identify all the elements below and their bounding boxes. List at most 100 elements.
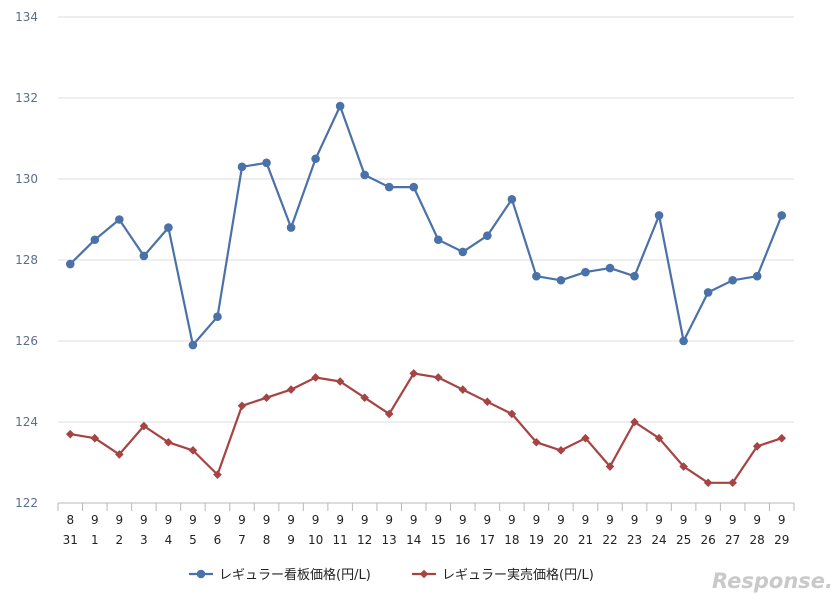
data-point — [65, 259, 75, 269]
data-point — [409, 182, 419, 192]
x-tick-day: 21 — [578, 533, 593, 547]
data-point — [777, 211, 787, 220]
x-tick-day: 2 — [116, 533, 124, 547]
y-tick-label: 126 — [15, 334, 38, 348]
data-point — [605, 462, 615, 471]
data-point — [556, 275, 566, 285]
data-point — [752, 442, 762, 451]
watermark-text: Response. — [712, 569, 833, 593]
series-1 — [65, 101, 787, 350]
data-point — [213, 312, 222, 322]
x-axis: 8319192939495969798999109119129139149159… — [57, 503, 795, 547]
data-point — [433, 235, 443, 245]
x-tick-day: 10 — [308, 533, 323, 547]
data-point — [360, 393, 369, 402]
data-point — [360, 170, 369, 180]
x-tick-day: 14 — [406, 533, 421, 547]
x-tick-month: 9 — [263, 513, 271, 527]
x-tick-day: 7 — [238, 533, 246, 547]
x-tick-day: 27 — [725, 533, 740, 547]
x-tick-month: 9 — [778, 513, 786, 527]
x-tick-day: 19 — [529, 533, 544, 547]
data-point — [90, 235, 100, 245]
y-tick-label: 128 — [15, 253, 38, 267]
x-tick-day: 17 — [480, 533, 495, 547]
data-point — [507, 409, 517, 419]
x-tick-month: 9 — [508, 513, 516, 527]
x-tick-day: 18 — [504, 533, 519, 547]
series-line — [70, 372, 783, 484]
data-point — [728, 478, 737, 488]
x-tick-day: 3 — [140, 533, 148, 547]
data-point — [483, 231, 492, 240]
x-tick-day: 24 — [651, 533, 666, 547]
x-tick-month: 9 — [729, 513, 737, 527]
data-point — [679, 336, 688, 346]
y-tick-label: 132 — [15, 91, 38, 105]
legend: レギュラー看板価格(円/L) レギュラー実売価格(円/L) — [189, 567, 594, 583]
data-point — [262, 158, 271, 168]
x-tick-day: 1 — [91, 533, 99, 547]
series-2 — [65, 369, 787, 488]
x-tick-day: 9 — [287, 533, 295, 547]
data-point — [630, 417, 639, 427]
x-tick-month: 9 — [680, 513, 688, 527]
x-tick-day: 25 — [676, 533, 691, 547]
x-tick-month: 9 — [631, 513, 639, 527]
x-tick-month: 9 — [385, 513, 393, 527]
x-tick-month: 9 — [287, 513, 295, 527]
data-point — [115, 450, 124, 459]
x-tick-month: 9 — [606, 513, 614, 527]
data-point — [458, 247, 468, 257]
x-tick-day: 6 — [214, 533, 222, 547]
legend-item-2: レギュラー実売価格(円/L) — [412, 567, 594, 583]
data-point — [335, 101, 345, 111]
x-tick-month: 9 — [704, 513, 712, 527]
data-point — [433, 373, 443, 382]
x-tick-day: 29 — [774, 533, 789, 547]
x-tick-month: 9 — [533, 513, 541, 527]
x-tick-month: 9 — [214, 513, 222, 527]
data-point — [703, 478, 713, 488]
y-tick-label: 122 — [15, 496, 38, 510]
x-tick-day: 8 — [263, 533, 271, 547]
x-tick-month: 9 — [312, 513, 320, 527]
data-point — [532, 271, 541, 281]
data-point — [384, 409, 394, 419]
data-point — [286, 223, 296, 232]
x-tick-day: 16 — [455, 533, 470, 547]
x-tick-day: 15 — [431, 533, 446, 547]
data-point — [335, 377, 345, 386]
legend-item-1: レギュラー看板価格(円/L) — [189, 567, 371, 583]
x-tick-month: 9 — [336, 513, 344, 527]
x-tick-month: 9 — [655, 513, 663, 527]
data-point — [532, 437, 541, 447]
legend-marker — [419, 569, 429, 579]
data-point — [605, 263, 615, 273]
y-tick-label: 130 — [15, 172, 38, 186]
x-tick-month: 9 — [165, 513, 173, 527]
data-point — [237, 401, 247, 411]
legend-marker — [196, 569, 206, 579]
series-layer — [65, 101, 787, 488]
data-point — [213, 470, 222, 479]
data-point — [139, 251, 149, 261]
y-tick-label: 124 — [15, 415, 38, 429]
x-tick-month: 9 — [484, 513, 492, 527]
data-point — [654, 433, 664, 443]
x-tick-day: 4 — [165, 533, 173, 547]
x-tick-month: 9 — [459, 513, 467, 527]
x-tick-day: 31 — [63, 533, 78, 547]
data-point — [556, 446, 566, 455]
x-tick-day: 11 — [332, 533, 347, 547]
data-point — [139, 421, 149, 431]
x-tick-month: 9 — [91, 513, 99, 527]
data-point — [164, 437, 173, 447]
data-point — [90, 433, 100, 443]
data-point — [581, 267, 590, 277]
data-point — [458, 385, 468, 394]
data-point — [286, 385, 296, 394]
legend-label: レギュラー看板価格(円/L) — [219, 567, 371, 583]
y-tick-label: 134 — [15, 10, 38, 24]
